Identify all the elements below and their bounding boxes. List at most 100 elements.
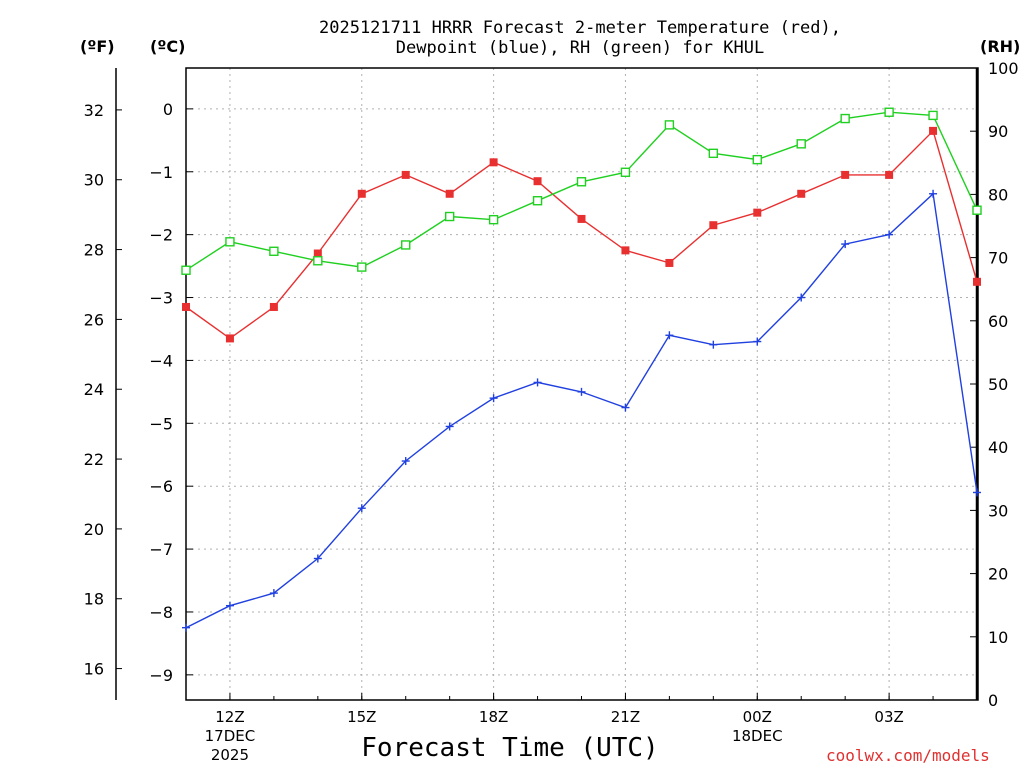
rh-point (576, 177, 587, 187)
rh-point (269, 246, 279, 256)
celsius-tick-label: −5 (149, 414, 173, 433)
rh-line (185, 111, 978, 271)
temperature-point (621, 246, 630, 255)
fahrenheit-tick-label: 26 (84, 310, 104, 329)
rh-point (620, 167, 631, 177)
temperature-point (973, 277, 981, 286)
celsius-tick-label: −1 (149, 163, 173, 182)
dewpoint-point (841, 240, 850, 249)
temperature-point (533, 177, 542, 186)
temperature-point (577, 214, 586, 223)
credit-label: coolwx.com/models (826, 746, 990, 765)
dewpoint-point (665, 331, 674, 340)
rh-point (708, 148, 719, 159)
fahrenheit-tick-label: 22 (84, 450, 104, 469)
dewpoint-point (401, 457, 410, 466)
rh-tick-label: 0 (988, 691, 998, 710)
temperature-point (797, 189, 806, 198)
rh-point (972, 205, 982, 215)
fahrenheit-tick-label: 24 (84, 380, 104, 399)
x-tick-label: 18Z (479, 708, 508, 726)
fahrenheit-tick-label: 16 (84, 660, 104, 679)
dewpoint-point (885, 230, 894, 239)
fahrenheit-tick-label: 18 (84, 590, 104, 609)
temperature-point (665, 258, 674, 267)
celsius-tick-label: −7 (149, 540, 173, 559)
temperature-point (313, 249, 322, 258)
dewpoint-point (753, 337, 762, 346)
rh-point (357, 262, 367, 272)
fahrenheit-tick-label: 28 (84, 241, 104, 260)
x-tick-label: 15Z (347, 708, 376, 726)
dewpoint-point (973, 488, 981, 497)
unit-label-celsius: (ºC) (150, 37, 186, 56)
dewpoint-point (489, 394, 498, 403)
x-axis-title: Forecast Time (UTC) (361, 733, 659, 763)
rh-point (313, 256, 323, 266)
rh-point (664, 120, 675, 130)
rh-tick-label: 40 (988, 438, 1008, 457)
temperature-point (753, 208, 762, 217)
series-layer (181, 107, 982, 632)
dewpoint-point (709, 340, 718, 349)
celsius-tick-label: −9 (149, 666, 173, 685)
dewpoint-point (577, 387, 586, 396)
x-tick-label-year: 2025 (211, 746, 249, 764)
dewpoint-point (533, 378, 542, 387)
x-tick-label: 21Z (611, 708, 640, 726)
rh-point (796, 139, 806, 149)
rh-point (488, 214, 499, 225)
unit-label-rh: (RH) (980, 37, 1021, 56)
dewpoint-point (445, 422, 454, 431)
rh-tick-label: 60 (988, 312, 1008, 331)
rh-point (752, 154, 762, 165)
rh-point (884, 107, 894, 117)
temperature-point (401, 170, 410, 179)
rh-point (532, 196, 543, 206)
dewpoint-point (797, 293, 806, 302)
plot-frame (185, 67, 979, 701)
rh-tick-label: 20 (988, 565, 1008, 584)
celsius-tick-label: −4 (149, 351, 173, 370)
x-tick-label: 03Z (874, 708, 903, 726)
temperature-point (489, 158, 498, 167)
temperature-point (182, 302, 190, 311)
rh-tick-label: 10 (988, 628, 1008, 647)
dewpoint-point (621, 403, 630, 412)
rh-tick-label: 50 (988, 375, 1008, 394)
celsius-tick-label: 0 (163, 100, 173, 119)
celsius-tick-label: −2 (149, 226, 173, 245)
fahrenheit-tick-label: 20 (84, 520, 104, 539)
celsius-tick-label: −8 (149, 603, 173, 622)
temperature-point (841, 170, 850, 179)
rh-point (225, 237, 235, 247)
rh-point (181, 265, 191, 275)
temperature-point (885, 170, 894, 179)
chart-title-line2: Dewpoint (blue), RH (green) for KHUL (395, 38, 765, 58)
dewpoint-point (357, 504, 366, 513)
grid-layer (186, 68, 977, 700)
dewpoint-point (313, 554, 322, 563)
rh-point (928, 110, 938, 121)
rh-tick-label: 100 (988, 59, 1019, 78)
rh-tick-label: 90 (988, 122, 1008, 141)
dewpoint-point (182, 623, 190, 632)
temperature-point (929, 126, 938, 135)
temperature-point (709, 221, 718, 230)
celsius-tick-label: −6 (149, 477, 173, 496)
chart-title-line1: 2025121711 HRRR Forecast 2-meter Tempera… (319, 18, 841, 38)
temperature-point (357, 189, 366, 198)
temperature-point (225, 334, 234, 343)
dewpoint-point (929, 189, 938, 198)
fahrenheit-tick-label: 30 (84, 171, 104, 190)
rh-tick-label: 70 (988, 249, 1008, 268)
celsius-tick-label: −3 (149, 289, 173, 308)
temperature-point (445, 189, 454, 198)
dewpoint-point (225, 601, 234, 610)
temperature-point (269, 302, 278, 311)
unit-label-fahrenheit: (ºF) (80, 37, 115, 56)
x-tick-label-date: 17DEC (205, 727, 256, 745)
x-tick-label-date: 18DEC (732, 727, 783, 745)
